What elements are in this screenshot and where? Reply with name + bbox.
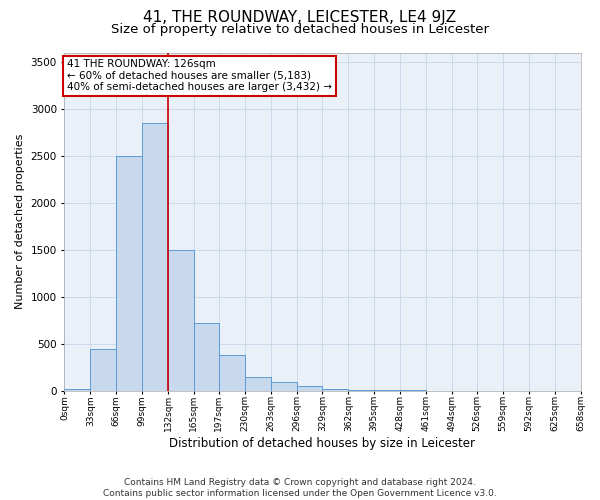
X-axis label: Distribution of detached houses by size in Leicester: Distribution of detached houses by size … (169, 437, 475, 450)
Bar (91, 348, 116, 391)
Bar (219, 355, 245, 391)
Bar (64, 388, 91, 391)
Bar (116, 156, 142, 391)
Bar (296, 386, 322, 391)
Text: 41 THE ROUNDWAY: 126sqm
← 60% of detached houses are smaller (5,183)
40% of semi: 41 THE ROUNDWAY: 126sqm ← 60% of detache… (67, 60, 332, 92)
Y-axis label: Number of detached properties: Number of detached properties (15, 134, 25, 310)
Bar (271, 382, 296, 391)
Text: 41, THE ROUNDWAY, LEICESTER, LE4 9JZ: 41, THE ROUNDWAY, LEICESTER, LE4 9JZ (143, 10, 457, 25)
Bar (142, 123, 168, 391)
Bar (322, 389, 349, 391)
Bar (245, 377, 271, 391)
Bar (349, 390, 374, 391)
Bar (168, 250, 194, 391)
Bar (194, 323, 219, 391)
Text: Size of property relative to detached houses in Leicester: Size of property relative to detached ho… (111, 22, 489, 36)
Text: Contains HM Land Registry data © Crown copyright and database right 2024.
Contai: Contains HM Land Registry data © Crown c… (103, 478, 497, 498)
